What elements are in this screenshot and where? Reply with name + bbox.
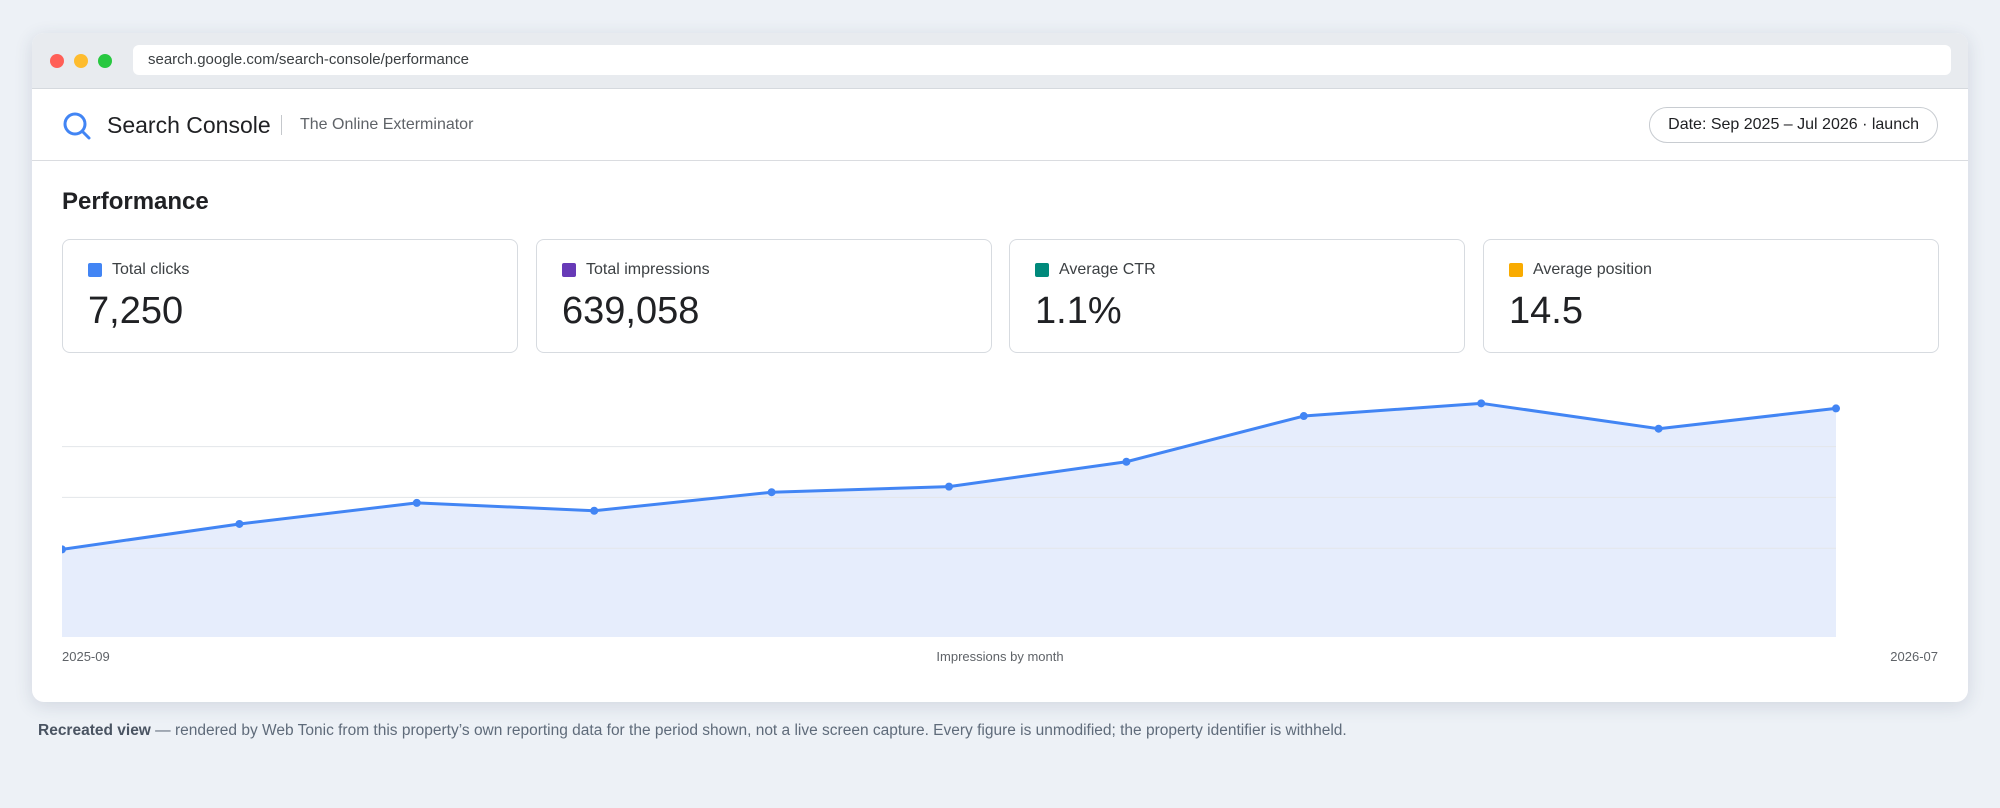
metric-label: Average CTR: [1059, 261, 1156, 278]
metric-card-total-clicks[interactable]: Total clicks 7,250: [62, 239, 518, 353]
search-console-logo-icon[interactable]: [62, 111, 92, 141]
chart-point-2026-03[interactable]: [1122, 457, 1131, 466]
maximize-window-button[interactable]: [98, 54, 112, 68]
chart-point-2026-04[interactable]: [1299, 412, 1308, 421]
metric-color-swatch: [88, 263, 102, 277]
browser-toolbar: search.google.com/search-console/perform…: [32, 33, 1968, 89]
footnote: Recreated view — rendered by Web Tonic f…: [38, 721, 1958, 741]
metric-color-swatch: [562, 263, 576, 277]
property-name[interactable]: The Online Exterminator: [300, 116, 474, 133]
app-header: Search Console The Online Exterminator D…: [32, 89, 1968, 161]
chart-point-2025-10[interactable]: [235, 519, 244, 528]
title-divider: [281, 115, 282, 135]
x-axis-start-label: 2025-09: [62, 649, 110, 664]
impressions-chart: 2025-09 Impressions by month 2026-07: [62, 383, 1938, 683]
x-axis-end-label: 2026-07: [1890, 649, 1938, 664]
metric-value: 14.5: [1509, 290, 1583, 332]
metric-label: Total impressions: [586, 261, 710, 278]
chart-point-2025-09[interactable]: [62, 545, 66, 554]
metric-card-average-position[interactable]: Average position 14.5: [1483, 239, 1939, 353]
chart-point-2025-11[interactable]: [412, 498, 421, 507]
chart-point-2026-07[interactable]: [1832, 404, 1840, 413]
footnote-text: — rendered by Web Tonic from this proper…: [150, 722, 1347, 739]
metric-color-swatch: [1035, 263, 1049, 277]
metric-color-swatch: [1509, 263, 1523, 277]
chart-point-2026-06[interactable]: [1654, 424, 1663, 433]
chart-point-2026-01[interactable]: [767, 488, 776, 497]
impressions-chart-svg: [62, 399, 1840, 637]
chart-point-2026-05[interactable]: [1477, 399, 1486, 408]
address-bar[interactable]: search.google.com/search-console/perform…: [133, 45, 1951, 75]
metric-card-average-ctr[interactable]: Average CTR 1.1%: [1009, 239, 1465, 353]
minimize-window-button[interactable]: [74, 54, 88, 68]
metric-value: 7,250: [88, 290, 184, 332]
metric-label: Total clicks: [112, 261, 190, 278]
footnote-bold: Recreated view: [38, 722, 151, 739]
page-title: Performance: [62, 188, 209, 215]
date-range-button[interactable]: Date: Sep 2025 – Jul 2026 · launch: [1649, 107, 1938, 143]
chart-point-2026-02[interactable]: [945, 482, 953, 491]
chart-caption: Impressions by month: [936, 649, 1064, 664]
chart-area-fill: [62, 403, 1836, 637]
app-title: Search Console: [107, 112, 271, 138]
close-window-button[interactable]: [50, 54, 64, 68]
metric-card-total-impressions[interactable]: Total impressions 639,058: [536, 239, 992, 353]
metric-label: Average position: [1533, 261, 1652, 278]
chart-point-2025-12[interactable]: [590, 506, 599, 515]
metric-value: 639,058: [562, 290, 700, 332]
metric-value: 1.1%: [1035, 290, 1122, 332]
browser-window: search.google.com/search-console/perform…: [32, 33, 1968, 702]
